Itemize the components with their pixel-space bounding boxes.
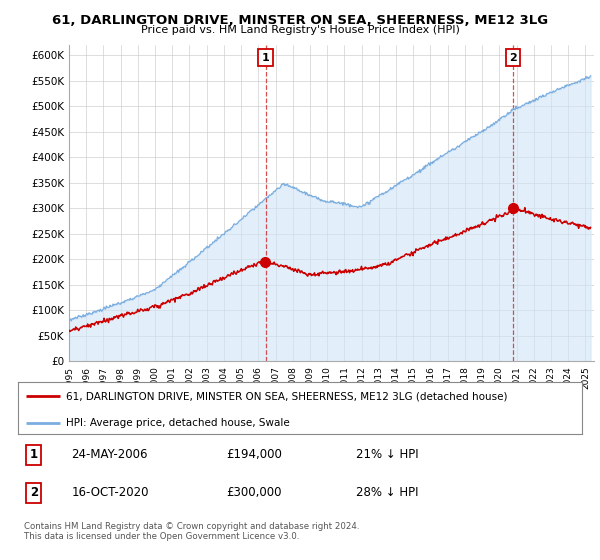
Text: 24-MAY-2006: 24-MAY-2006	[71, 449, 148, 461]
Text: 1: 1	[262, 53, 269, 63]
Text: 1: 1	[30, 449, 38, 461]
Text: £300,000: £300,000	[227, 486, 282, 500]
Text: 16-OCT-2020: 16-OCT-2020	[71, 486, 149, 500]
Text: Price paid vs. HM Land Registry's House Price Index (HPI): Price paid vs. HM Land Registry's House …	[140, 25, 460, 35]
Text: 61, DARLINGTON DRIVE, MINSTER ON SEA, SHEERNESS, ME12 3LG: 61, DARLINGTON DRIVE, MINSTER ON SEA, SH…	[52, 14, 548, 27]
Text: 61, DARLINGTON DRIVE, MINSTER ON SEA, SHEERNESS, ME12 3LG (detached house): 61, DARLINGTON DRIVE, MINSTER ON SEA, SH…	[66, 391, 508, 402]
Text: 28% ↓ HPI: 28% ↓ HPI	[356, 486, 419, 500]
Text: 21% ↓ HPI: 21% ↓ HPI	[356, 449, 419, 461]
Text: 2: 2	[509, 53, 517, 63]
Text: 2: 2	[30, 486, 38, 500]
Text: £194,000: £194,000	[227, 449, 283, 461]
Text: Contains HM Land Registry data © Crown copyright and database right 2024.
This d: Contains HM Land Registry data © Crown c…	[24, 522, 359, 542]
Text: HPI: Average price, detached house, Swale: HPI: Average price, detached house, Swal…	[66, 418, 290, 428]
